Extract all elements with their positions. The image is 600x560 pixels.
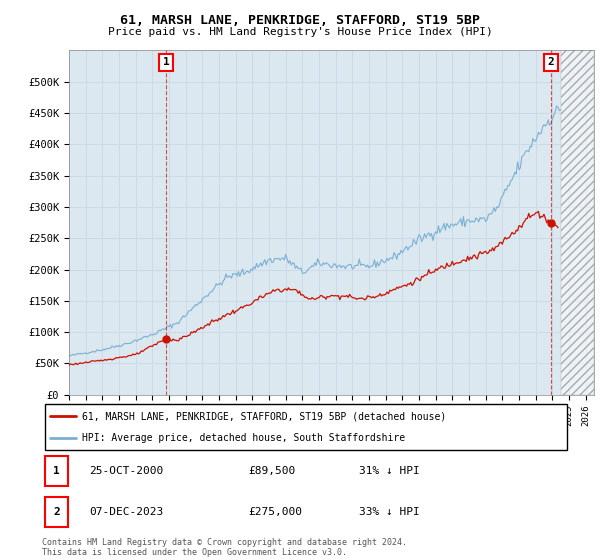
Text: 1: 1 bbox=[53, 466, 60, 476]
Text: 2: 2 bbox=[548, 57, 554, 67]
Text: Price paid vs. HM Land Registry's House Price Index (HPI): Price paid vs. HM Land Registry's House … bbox=[107, 27, 493, 37]
Text: 61, MARSH LANE, PENKRIDGE, STAFFORD, ST19 5BP (detached house): 61, MARSH LANE, PENKRIDGE, STAFFORD, ST1… bbox=[82, 411, 446, 421]
Text: £89,500: £89,500 bbox=[248, 466, 295, 476]
FancyBboxPatch shape bbox=[44, 497, 68, 527]
Text: 61, MARSH LANE, PENKRIDGE, STAFFORD, ST19 5BP: 61, MARSH LANE, PENKRIDGE, STAFFORD, ST1… bbox=[120, 14, 480, 27]
FancyBboxPatch shape bbox=[44, 456, 68, 486]
Text: 07-DEC-2023: 07-DEC-2023 bbox=[89, 507, 164, 517]
Text: 25-OCT-2000: 25-OCT-2000 bbox=[89, 466, 164, 476]
Text: Contains HM Land Registry data © Crown copyright and database right 2024.
This d: Contains HM Land Registry data © Crown c… bbox=[42, 538, 407, 557]
Text: 2: 2 bbox=[53, 507, 60, 517]
FancyBboxPatch shape bbox=[44, 404, 568, 450]
Text: £275,000: £275,000 bbox=[248, 507, 302, 517]
Text: 1: 1 bbox=[163, 57, 170, 67]
Text: 33% ↓ HPI: 33% ↓ HPI bbox=[359, 507, 419, 517]
Text: 31% ↓ HPI: 31% ↓ HPI bbox=[359, 466, 419, 476]
Text: HPI: Average price, detached house, South Staffordshire: HPI: Average price, detached house, Sout… bbox=[82, 433, 405, 443]
